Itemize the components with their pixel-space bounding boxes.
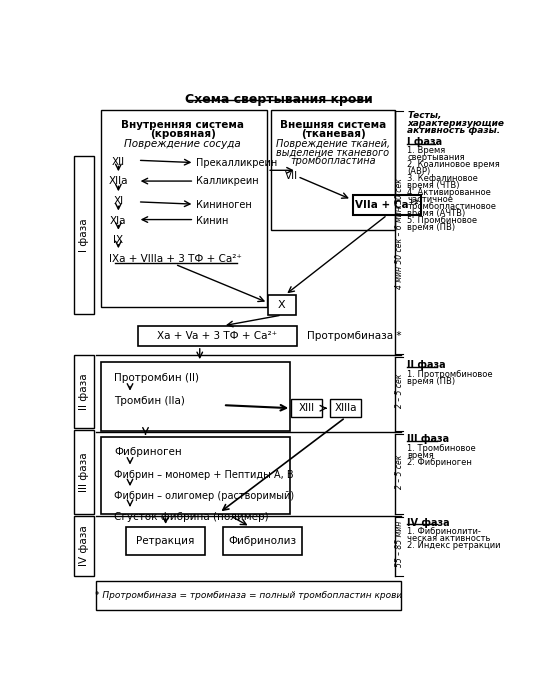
Text: 2 – 5 сек: 2 – 5 сек (395, 455, 404, 489)
Bar (101, 362, 290, 431)
Text: характеризующие: характеризующие (407, 119, 504, 128)
Text: 1. Фибринолити-: 1. Фибринолити- (407, 527, 481, 536)
Text: Повреждение тканей,: Повреждение тканей, (276, 139, 390, 149)
Text: IXa + VIIIa + 3 ТФ + Ca²⁺: IXa + VIIIa + 3 ТФ + Ca²⁺ (108, 254, 242, 264)
Text: Сгусток фибрина (полимер): Сгусток фибрина (полимер) (114, 512, 269, 522)
Text: 5. Промбиновое: 5. Промбиновое (407, 216, 478, 225)
Bar (138, 325, 296, 346)
Text: 1. Протромбиновое: 1. Протромбиновое (407, 370, 493, 379)
Text: 2. Индекс ретракции: 2. Индекс ретракции (407, 541, 501, 550)
Text: 2. Коалиновое время: 2. Коалиновое время (407, 160, 500, 169)
Text: ческая активность: ческая активность (407, 534, 491, 543)
Bar (330, 399, 361, 418)
Text: время (ЧТВ): время (ЧТВ) (407, 181, 460, 190)
Text: Xa + Va + 3 ТФ + Ca²⁺: Xa + Va + 3 ТФ + Ca²⁺ (157, 331, 277, 341)
Text: XIа: XIа (110, 216, 127, 226)
Text: 1. Время: 1. Время (407, 146, 446, 155)
Text: Внешняя система: Внешняя система (280, 120, 386, 130)
Text: * Протромбиназа = тромбиназа = полный тромбопластин крови: * Протромбиназа = тромбиназа = полный тр… (95, 591, 402, 600)
Text: XII: XII (112, 158, 125, 167)
Text: Калликреин: Калликреин (196, 176, 258, 187)
Text: IV фаза: IV фаза (79, 525, 89, 566)
Text: 2. Фибриноген: 2. Фибриноген (407, 457, 472, 466)
Text: VII: VII (285, 171, 298, 181)
Bar (74, 430, 94, 514)
Bar (74, 516, 94, 576)
Bar (101, 110, 267, 307)
Bar (101, 437, 290, 514)
Text: Тромбин (IIа): Тромбин (IIа) (114, 396, 186, 406)
Text: (тканевая): (тканевая) (301, 128, 366, 139)
Text: время (ПВ): время (ПВ) (407, 377, 455, 386)
Text: VIIa + Ca⁺²: VIIa + Ca⁺² (355, 200, 419, 210)
Text: время (ПВ): время (ПВ) (407, 223, 455, 232)
Text: время (АЧТВ): время (АЧТВ) (407, 209, 466, 218)
Text: I фаза: I фаза (79, 218, 89, 252)
Text: время: время (407, 450, 434, 459)
Bar (126, 527, 205, 555)
Bar (223, 527, 302, 555)
Bar (353, 195, 422, 215)
Text: Схема свертывания крови: Схема свертывания крови (185, 93, 373, 106)
Text: Фибрин – мономер + Пептиды А, В: Фибрин – мономер + Пептиды А, В (114, 470, 294, 480)
Text: Фибринолиз: Фибринолиз (228, 536, 296, 545)
Text: (АВР): (АВР) (407, 167, 431, 176)
Text: Протромбиназа *: Протромбиназа * (307, 331, 401, 341)
Text: Протромбин (II): Протромбин (II) (114, 373, 200, 383)
Text: Кининоген: Кининоген (196, 201, 252, 210)
Text: 2 – 5 сек: 2 – 5 сек (395, 374, 404, 409)
Bar (268, 295, 296, 315)
Text: 4 мин 50 сек – 6 мин 50 сек: 4 мин 50 сек – 6 мин 50 сек (395, 178, 404, 289)
Text: тромбопластина: тромбопластина (290, 155, 376, 166)
Bar (291, 399, 322, 418)
Text: IX: IX (113, 235, 123, 245)
Bar (271, 110, 395, 230)
Text: II фаза: II фаза (407, 360, 446, 371)
Text: III фаза: III фаза (407, 434, 449, 444)
Text: свертывания: свертывания (407, 153, 465, 162)
Text: Прекалликреин: Прекалликреин (196, 158, 277, 168)
Text: Кинин: Кинин (196, 216, 228, 226)
Text: XIIа: XIIа (109, 176, 128, 187)
Bar (74, 355, 94, 428)
Text: тромбопластиновое: тромбопластиновое (407, 202, 497, 211)
Text: 4. Активированное: 4. Активированное (407, 188, 491, 197)
Text: IV фаза: IV фаза (407, 518, 450, 527)
Text: 1. Тромбиновое: 1. Тромбиновое (407, 443, 476, 452)
Text: активность фазы.: активность фазы. (407, 126, 500, 135)
Text: Повреждение сосуда: Повреждение сосуда (125, 139, 241, 149)
Text: выделение тканевого: выделение тканевого (276, 147, 390, 157)
Text: частичное: частичное (407, 195, 454, 204)
Bar (74, 156, 94, 314)
Text: Внутренняя система: Внутренняя система (121, 120, 244, 130)
Text: Фибрин – олигомер (растворимый): Фибрин – олигомер (растворимый) (114, 491, 295, 501)
Text: (кровяная): (кровяная) (150, 128, 215, 139)
Text: 55 – 85 мин: 55 – 85 мин (395, 520, 404, 567)
Text: XI: XI (113, 196, 123, 207)
Text: II фаза: II фаза (79, 373, 89, 409)
Text: I фаза: I фаза (407, 137, 443, 147)
Text: XIII: XIII (299, 403, 315, 413)
Text: Фибриноген: Фибриноген (114, 448, 182, 457)
Text: XIIIa: XIIIa (334, 403, 357, 413)
Text: 3. Кефалиновое: 3. Кефалиновое (407, 174, 478, 183)
Text: X: X (278, 300, 286, 310)
Text: III фаза: III фаза (79, 452, 89, 492)
Text: Ретракция: Ретракция (137, 536, 195, 545)
Text: Тесты,: Тесты, (407, 111, 442, 120)
Bar (96, 581, 401, 610)
